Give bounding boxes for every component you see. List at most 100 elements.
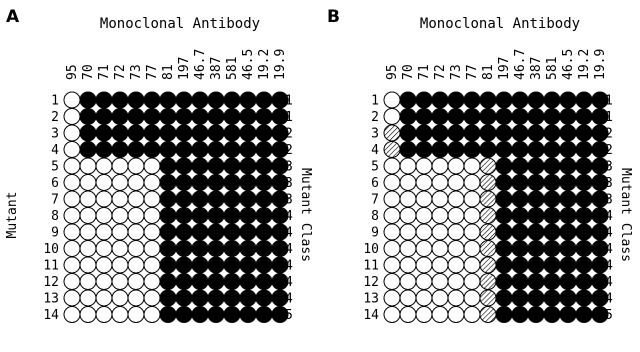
cell-filled-circle [207,306,225,323]
mutant-class-value: 3 [285,193,293,208]
cell-filled-circle [495,306,513,323]
cell-filled-circle [191,273,209,290]
cell-filled-circle [175,108,193,125]
cell-filled-circle [543,174,561,191]
cell-filled-circle [495,273,513,290]
cell-hatched-circle [479,207,497,224]
mutant-class-value: 4 [285,259,293,274]
mutant-label: 10 [43,242,59,257]
cell-filled-circle [575,141,593,158]
mutant-class-value: 4 [285,242,293,257]
cell-open-circle [415,174,433,191]
cell-open-circle [143,289,161,307]
cell-filled-circle [559,91,577,109]
antibody-label: 387 [529,57,544,80]
cell-filled-circle [79,91,97,109]
cell-open-circle [383,240,401,257]
cell-open-circle [127,240,145,257]
cell-filled-circle [95,141,113,158]
cell-filled-circle [559,190,577,208]
mutant-axis-label: Mutant [5,192,20,239]
mutant-label: 12 [363,275,379,290]
cell-open-circle [431,240,449,257]
cell-filled-circle [495,108,513,125]
cell-filled-circle [543,256,561,274]
cell-open-circle [111,273,129,290]
cell-open-circle [447,256,465,274]
cell-filled-circle [399,141,417,158]
cell-filled-circle [159,306,177,323]
cell-filled-circle [127,141,145,158]
cell-filled-circle [191,141,209,158]
mutant-label: 5 [371,160,379,175]
cell-filled-circle [511,174,529,191]
antibody-label: 19.2 [577,49,592,80]
cell-open-circle [63,306,81,323]
cell-filled-circle [143,124,161,142]
cell-open-circle [415,240,433,257]
mutant-label: 9 [51,226,59,241]
mutant-class-value: 3 [605,176,613,191]
antibody-label: 71 [97,64,112,80]
cell-filled-circle [223,256,241,274]
cell-filled-circle [495,207,513,224]
cell-filled-circle [575,306,593,323]
cell-filled-circle [239,223,257,241]
mutant-label: 9 [371,226,379,241]
cell-filled-circle [159,240,177,257]
cell-filled-circle [271,306,289,323]
mutant-class-value: 4 [285,292,293,307]
cell-filled-circle [495,289,513,307]
cell-filled-circle [447,141,465,158]
cell-filled-circle [239,273,257,290]
cell-filled-circle [111,91,129,109]
cell-filled-circle [95,124,113,142]
cell-open-circle [431,256,449,274]
cell-open-circle [415,190,433,208]
mutant-class-value: 4 [605,226,613,241]
mutant-class-value: 1 [285,94,293,109]
cell-filled-circle [143,108,161,125]
cell-filled-circle [511,207,529,224]
cell-hatched-circle [479,273,497,290]
cell-filled-circle [255,306,273,323]
cell-filled-circle [191,174,209,191]
cell-open-circle [463,223,481,241]
antibody-label: 73 [449,64,464,80]
cell-filled-circle [527,174,545,191]
cell-open-circle [431,174,449,191]
cell-open-circle [127,190,145,208]
cell-filled-circle [575,174,593,191]
cell-filled-circle [223,240,241,257]
cell-hatched-circle [383,124,401,142]
cell-open-circle [463,190,481,208]
cell-filled-circle [495,174,513,191]
cell-filled-circle [159,124,177,142]
cell-filled-circle [415,108,433,125]
cell-filled-circle [255,108,273,125]
cell-filled-circle [191,240,209,257]
cell-filled-circle [543,273,561,290]
cell-open-circle [447,157,465,175]
cell-filled-circle [239,157,257,175]
cell-filled-circle [495,141,513,158]
cell-filled-circle [575,91,593,109]
antibody-label: 73 [129,64,144,80]
cell-filled-circle [239,174,257,191]
cell-filled-circle [511,91,529,109]
cell-filled-circle [159,207,177,224]
cell-open-circle [383,207,401,224]
antibody-label: 387 [209,57,224,80]
cell-open-circle [463,207,481,224]
cell-open-circle [111,289,129,307]
cell-filled-circle [559,256,577,274]
antibody-label: 95 [65,64,80,80]
mutant-class-value: 4 [605,292,613,307]
cell-filled-circle [575,108,593,125]
cell-filled-circle [463,108,481,125]
cell-filled-circle [527,207,545,224]
cell-filled-circle [495,223,513,241]
cell-filled-circle [511,190,529,208]
mutant-label: 5 [51,160,59,175]
cell-filled-circle [255,273,273,290]
